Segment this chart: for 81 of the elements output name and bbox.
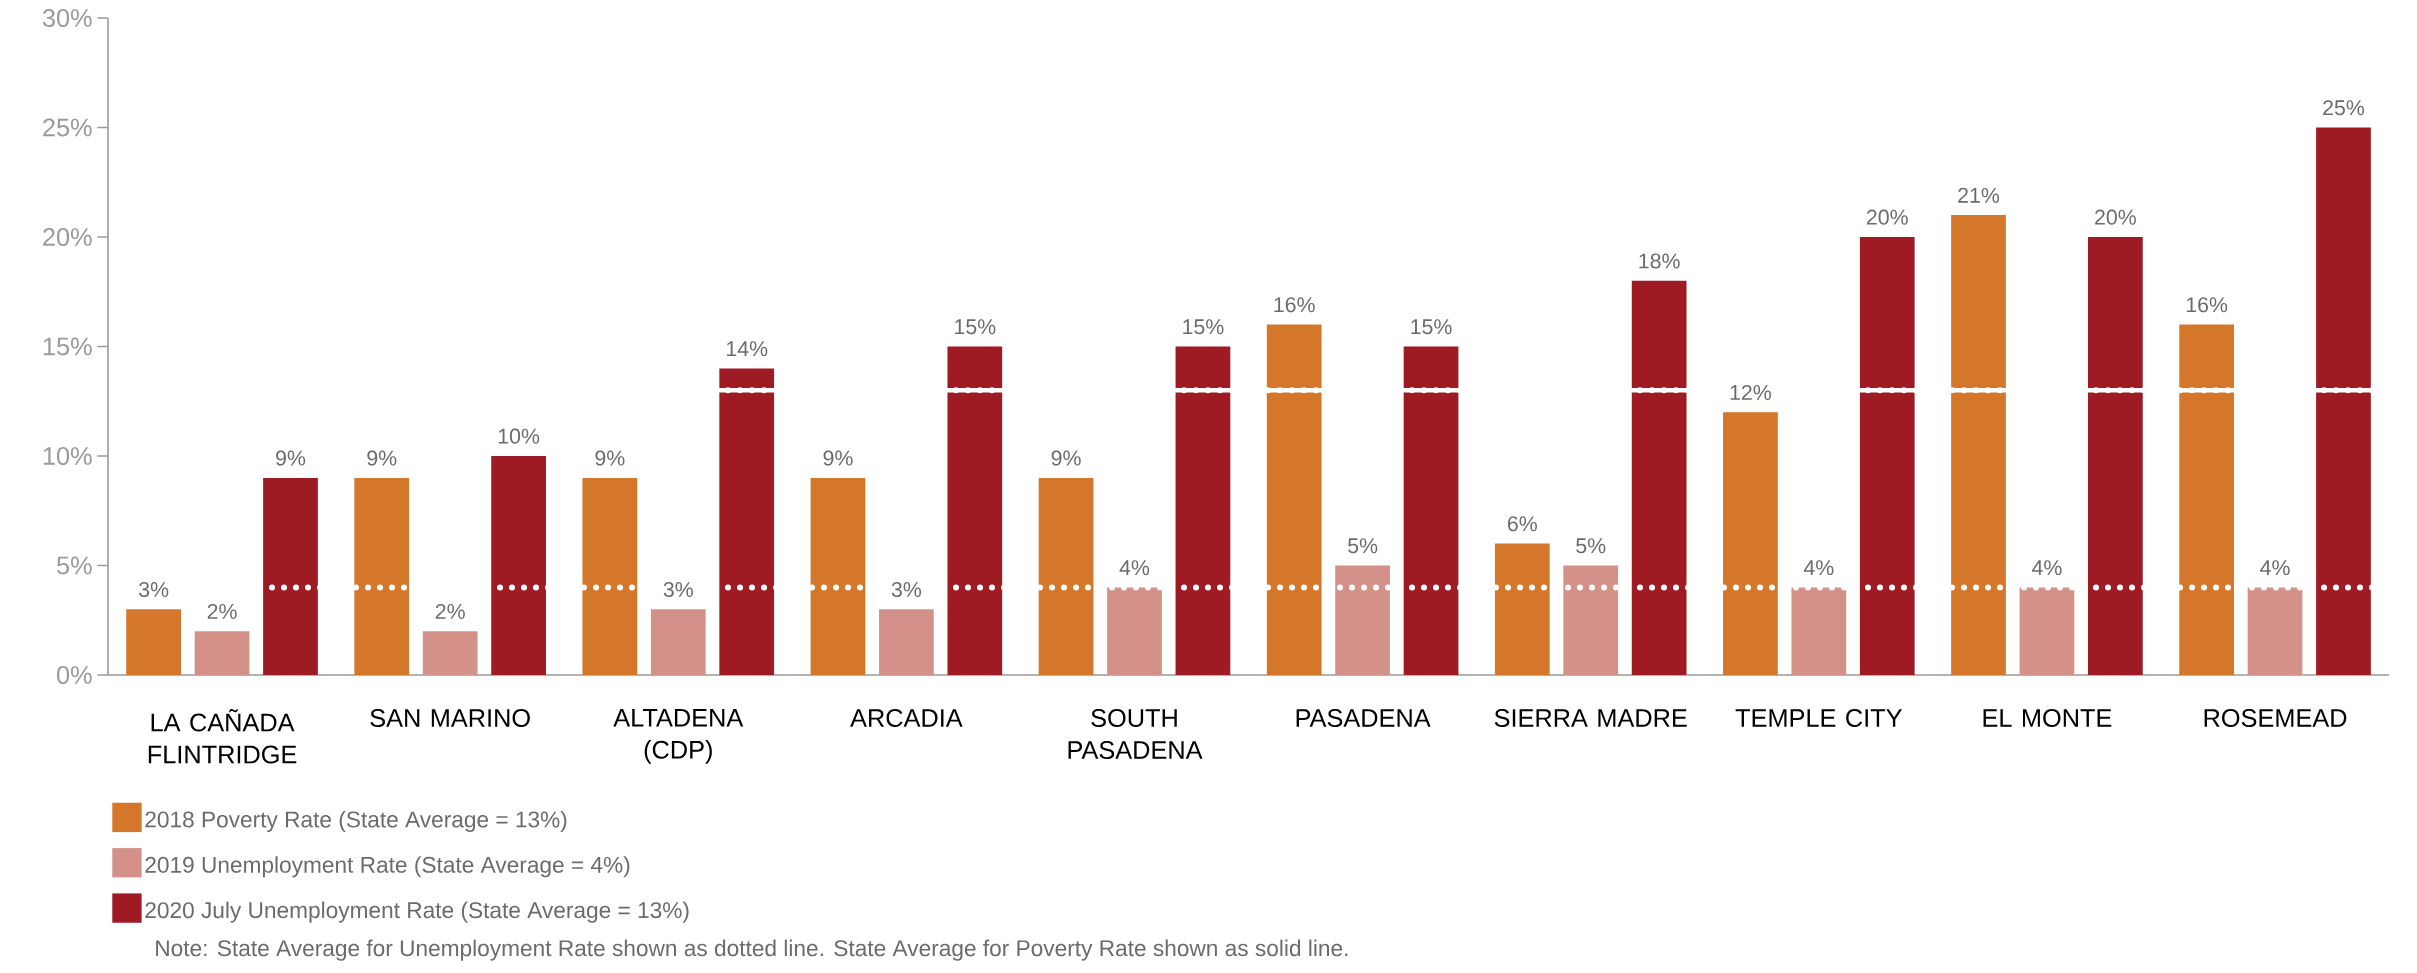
x-tick-label: PASADENA	[1296, 709, 1431, 727]
data-label: 21%	[1958, 187, 2000, 203]
data-label: 16%	[1274, 297, 1315, 313]
bar	[1494, 543, 1550, 675]
y-tick-label: 5%	[57, 556, 92, 575]
data-label: 9%	[276, 450, 306, 466]
x-tick-label: SOUTH PASADENA	[1068, 709, 1203, 759]
data-label: 9%	[595, 450, 625, 466]
bar	[263, 477, 318, 675]
data-label: 5%	[1348, 538, 1378, 554]
data-label: 20%	[1866, 209, 1908, 225]
bar	[719, 368, 775, 675]
data-label: 6%	[1507, 516, 1537, 532]
bar	[2179, 324, 2234, 675]
data-label: 25%	[2323, 100, 2365, 116]
bar	[422, 631, 478, 675]
x-tick-label: ARCADIA	[850, 709, 963, 727]
data-label: 5%	[1576, 538, 1606, 554]
bar	[126, 609, 182, 675]
bar	[2247, 587, 2303, 675]
data-label: 4%	[1803, 560, 1834, 576]
y-tick-label: 10%	[43, 447, 92, 465]
data-label: 3%	[891, 581, 922, 598]
legend-label: 2019 Unemployment Rate (State Average = 4%)	[145, 856, 630, 878]
bar	[1563, 565, 1619, 675]
bar	[1859, 236, 1915, 675]
x-tick-label: SAN MARINO	[370, 709, 530, 727]
bar	[810, 477, 866, 675]
text: Note: State Average for Unemployment Rate shown as dotted line. State Average for Poverty Rate shown as solid line.	[156, 939, 1348, 961]
data-label: 3%	[139, 581, 169, 598]
data-label: 2%	[207, 603, 237, 619]
data-label: 20%	[2095, 209, 2136, 225]
x-tick-label: TEMPLE CITY	[1735, 709, 1903, 727]
data-label: 10%	[498, 428, 540, 444]
bar	[1038, 477, 1094, 675]
bar	[1951, 215, 2006, 675]
data-label: 15%	[1411, 319, 1452, 335]
data-label: 2%	[435, 603, 465, 619]
x-tick-label: EL MONTE	[1983, 709, 2112, 727]
x-tick-label: SIERRA MADRE	[1494, 709, 1687, 727]
bar	[1266, 324, 1322, 675]
data-label: 18%	[1639, 253, 1680, 269]
bar	[650, 609, 706, 675]
data-label: 3%	[663, 581, 693, 598]
bar	[2087, 236, 2143, 675]
bar	[879, 609, 934, 675]
data-label: 16%	[2186, 297, 2228, 313]
x-tick-label: ALTADENA (CDP)	[613, 709, 744, 764]
y-tick-label: 30%	[42, 9, 92, 27]
bar	[491, 455, 546, 675]
data-label: 4%	[1119, 560, 1150, 576]
legend-label: 2018 Poverty Rate (State Average = 13%)	[145, 810, 567, 832]
bar	[1723, 412, 1778, 675]
bar	[1107, 587, 1162, 675]
bar	[2316, 127, 2371, 675]
data-label: 14%	[726, 341, 768, 357]
legend-label: 2020 July Unemployment Rate (State Average = 13%)	[145, 901, 689, 923]
y-tick-label: 25%	[43, 118, 92, 137]
bar	[1175, 346, 1231, 675]
bar	[582, 477, 638, 675]
data-label: 4%	[2260, 560, 2290, 576]
y-tick-label: 0%	[57, 666, 92, 684]
data-label: 12%	[1730, 384, 1771, 400]
bar	[947, 346, 1003, 675]
bar	[194, 631, 250, 675]
bar	[1403, 346, 1459, 675]
data-label: 4%	[2032, 560, 2062, 576]
y-tick-label: 20%	[43, 228, 92, 246]
bar	[354, 477, 410, 675]
x-tick-label: LA CAÑADA FLINTRIDGE	[148, 709, 297, 764]
data-label: 15%	[1183, 319, 1224, 335]
data-label: 15%	[955, 319, 996, 335]
bar	[1335, 565, 1390, 675]
y-tick-label: 15%	[43, 337, 92, 356]
x-tick-label: ROSEMEAD	[2204, 709, 2347, 727]
bar	[1791, 587, 1847, 675]
bar	[2019, 587, 2075, 675]
bar	[1631, 280, 1687, 675]
data-label: 9%	[823, 450, 853, 466]
data-label: 9%	[367, 450, 397, 466]
data-label: 9%	[1051, 450, 1081, 466]
